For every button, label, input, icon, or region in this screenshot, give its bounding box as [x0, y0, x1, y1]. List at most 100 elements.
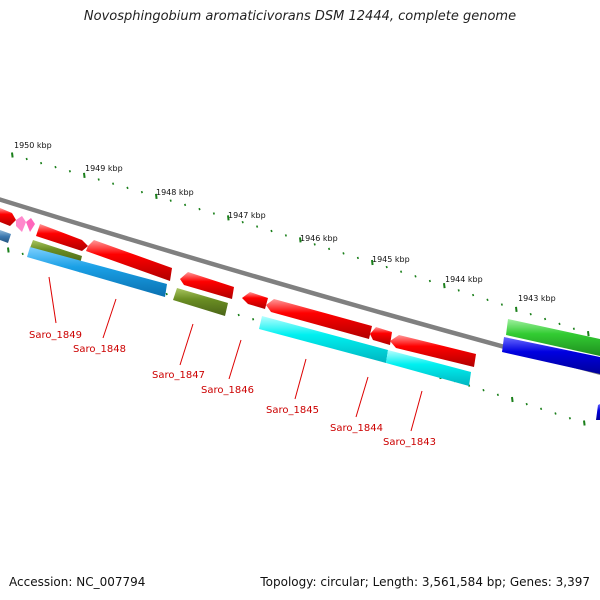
major-tick	[155, 193, 158, 199]
gene-label: Saro_1849	[29, 330, 82, 341]
accession-text: Accession: NC_007794	[9, 575, 146, 589]
minor-tick	[540, 407, 543, 411]
leader-line	[355, 376, 369, 418]
cds-feature	[370, 327, 392, 345]
kbp-label: 1946 kbp	[300, 234, 338, 243]
cds-feature	[390, 335, 476, 367]
gene-label: Saro_1846	[201, 385, 254, 396]
minor-tick	[313, 243, 316, 246]
cog-feature	[27, 247, 167, 297]
minor-tick	[252, 317, 255, 321]
leader-line	[48, 276, 57, 324]
minor-tick	[558, 322, 561, 326]
map-title: Novosphingobium aromaticivorans DSM 1244…	[83, 9, 517, 24]
kbp-labels: 1950 kbp 1949 kbp 1948 kbp 1947 kbp 1946…	[14, 141, 556, 303]
minor-tick	[140, 190, 143, 194]
cds-feature	[0, 208, 16, 226]
kbp-label: 1944 kbp	[445, 275, 483, 284]
minor-tick	[112, 182, 115, 185]
minor-tick	[472, 293, 475, 297]
cds-feature	[36, 224, 88, 251]
leader-line	[410, 390, 423, 432]
minor-tick	[572, 327, 575, 330]
cog-feature	[173, 288, 228, 316]
minor-tick	[40, 161, 43, 165]
major-tick	[371, 259, 374, 266]
minor-tick	[97, 178, 100, 181]
major-tick	[443, 283, 446, 289]
minor-tick	[342, 252, 345, 255]
major-tick	[299, 237, 302, 243]
leader-line	[179, 323, 194, 366]
kbp-label: 1945 kbp	[372, 255, 410, 264]
cog-feature	[502, 337, 600, 374]
minor-tick	[169, 199, 172, 202]
minor-tick	[356, 256, 359, 260]
minor-tick	[482, 388, 485, 392]
major-tick	[7, 247, 10, 253]
leader-line	[294, 358, 307, 400]
minor-tick	[54, 165, 57, 169]
leader-line	[102, 298, 117, 339]
minor-tick	[25, 157, 28, 161]
cog-feature	[0, 230, 11, 243]
minor-tick	[544, 317, 547, 321]
minor-tick	[400, 270, 403, 273]
cds-feature	[180, 272, 234, 299]
kbp-label: 1950 kbp	[14, 141, 52, 150]
gene-label-leaders	[48, 276, 423, 432]
gene-labels: Saro_1849 Saro_1848 Saro_1847 Saro_1846 …	[29, 330, 436, 448]
minor-tick	[198, 207, 201, 211]
cds-feature	[266, 299, 372, 339]
major-tick	[515, 306, 518, 312]
minor-tick	[568, 417, 571, 420]
minor-tick	[385, 265, 388, 269]
minor-tick	[184, 203, 187, 207]
minor-tick	[165, 292, 168, 296]
major-tick	[11, 152, 14, 158]
minor-tick	[525, 402, 528, 406]
minor-tick	[270, 229, 273, 233]
kbp-label: 1947 kbp	[228, 211, 266, 220]
minor-tick	[126, 186, 129, 190]
major-tick	[83, 172, 86, 179]
gene-label: Saro_1843	[383, 437, 436, 448]
minor-tick	[241, 220, 244, 224]
minor-tick	[554, 412, 557, 415]
minor-tick	[21, 252, 24, 256]
minor-tick	[212, 212, 215, 215]
genome-summary-text: Topology: circular; Length: 3,561,584 bp…	[260, 575, 590, 589]
minor-tick	[428, 279, 431, 283]
cog-track	[0, 230, 600, 420]
cog-feature	[506, 319, 600, 356]
major-tick	[587, 331, 590, 337]
gene-label: Saro_1848	[73, 344, 126, 355]
cds-feature	[242, 292, 268, 309]
kbp-label: 1943 kbp	[518, 294, 556, 303]
minor-tick	[256, 225, 259, 228]
outer-tick-marks	[11, 152, 590, 337]
minor-tick	[284, 234, 287, 237]
leader-line	[228, 339, 242, 380]
minor-tick	[68, 170, 71, 173]
minor-tick	[237, 313, 240, 317]
rna-feature	[26, 218, 35, 232]
minor-tick	[486, 298, 489, 302]
gene-label: Saro_1845	[266, 405, 319, 416]
rna-feature	[16, 216, 26, 232]
minor-tick	[496, 393, 499, 397]
cog-feature	[386, 350, 471, 386]
major-tick	[227, 215, 230, 221]
major-tick	[511, 396, 514, 403]
cog-feature	[259, 316, 388, 363]
forward-cds-track	[0, 208, 476, 367]
kbp-label: 1949 kbp	[85, 164, 123, 173]
gene-label: Saro_1844	[330, 423, 383, 434]
minor-tick	[414, 275, 417, 278]
kbp-label: 1948 kbp	[156, 188, 194, 197]
minor-tick	[529, 312, 532, 316]
cds-feature	[86, 240, 172, 281]
minor-tick	[500, 303, 503, 306]
cog-feature	[596, 404, 600, 420]
